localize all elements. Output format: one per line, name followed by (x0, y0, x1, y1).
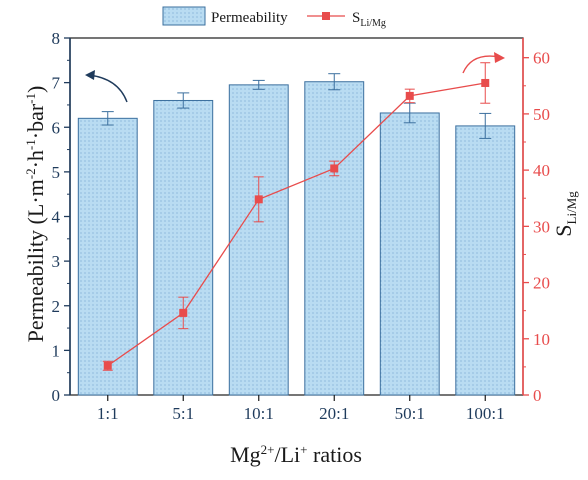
left-tick-label: 7 (52, 74, 61, 93)
right-tick-label: 0 (533, 386, 542, 405)
category-label: 20:1 (319, 404, 349, 423)
legend-label-permeability: Permeability (211, 10, 288, 26)
left-tick-label: 2 (52, 297, 61, 316)
right-arrowhead-icon (494, 52, 505, 63)
right-axis-ticks: 0 10 20 30 40 50 60 (523, 49, 550, 405)
bar-series (77, 81, 516, 396)
line-marker (179, 308, 188, 317)
bar (304, 81, 365, 396)
left-tick-label: 8 (52, 29, 61, 48)
category-label: 1:1 (97, 404, 119, 423)
bar (379, 112, 440, 396)
left-axis-ticks: 0 1 2 3 4 5 6 7 8 (52, 29, 70, 405)
left-tick-label: 6 (52, 118, 61, 137)
right-tick-label: 40 (533, 161, 550, 180)
category-axis-ticks: 1:1 5:1 10:1 20:1 50:1 100:1 (97, 395, 505, 423)
legend: Permeability SLi/Mg (162, 6, 386, 29)
left-tick-label: 5 (52, 163, 61, 182)
legend-marker-swatch (322, 12, 330, 20)
right-tick-label: 20 (533, 274, 550, 293)
legend-bar-swatch (162, 6, 206, 26)
right-tick-label: 50 (533, 105, 550, 124)
line-marker (481, 78, 490, 87)
bar-error-bars (101, 73, 492, 139)
bar (77, 117, 138, 396)
x-axis-title: Mg2+/Li+ ratios (230, 442, 362, 467)
right-axis-arrow-icon (462, 55, 501, 74)
right-tick-label: 10 (533, 330, 550, 349)
bar (153, 99, 214, 396)
left-tick-label: 1 (52, 341, 61, 360)
y-axis-right-title: SLi/Mg (551, 191, 579, 237)
bar (228, 84, 289, 396)
line-marker (405, 91, 414, 100)
left-tick-label: 0 (52, 386, 61, 405)
left-tick-label: 4 (52, 208, 61, 227)
legend-label-selectivity: SLi/Mg (352, 10, 386, 29)
category-label: 10:1 (244, 404, 274, 423)
right-tick-label: 60 (533, 49, 550, 68)
bar (455, 125, 516, 396)
line-series (102, 62, 491, 371)
category-label: 5:1 (172, 404, 194, 423)
line-marker (330, 164, 339, 173)
selectivity-line (107, 82, 486, 367)
left-tick-label: 3 (52, 252, 61, 271)
y-axis-left-title: Permeability (L·m-2·h-1·bar-1) (23, 86, 48, 343)
line-marker (103, 361, 112, 370)
category-label: 100:1 (466, 404, 505, 423)
category-label: 50:1 (395, 404, 425, 423)
plot-frame (69, 37, 524, 396)
left-arrowhead-icon (85, 70, 95, 80)
line-marker (254, 195, 263, 204)
right-tick-label: 30 (533, 217, 550, 236)
